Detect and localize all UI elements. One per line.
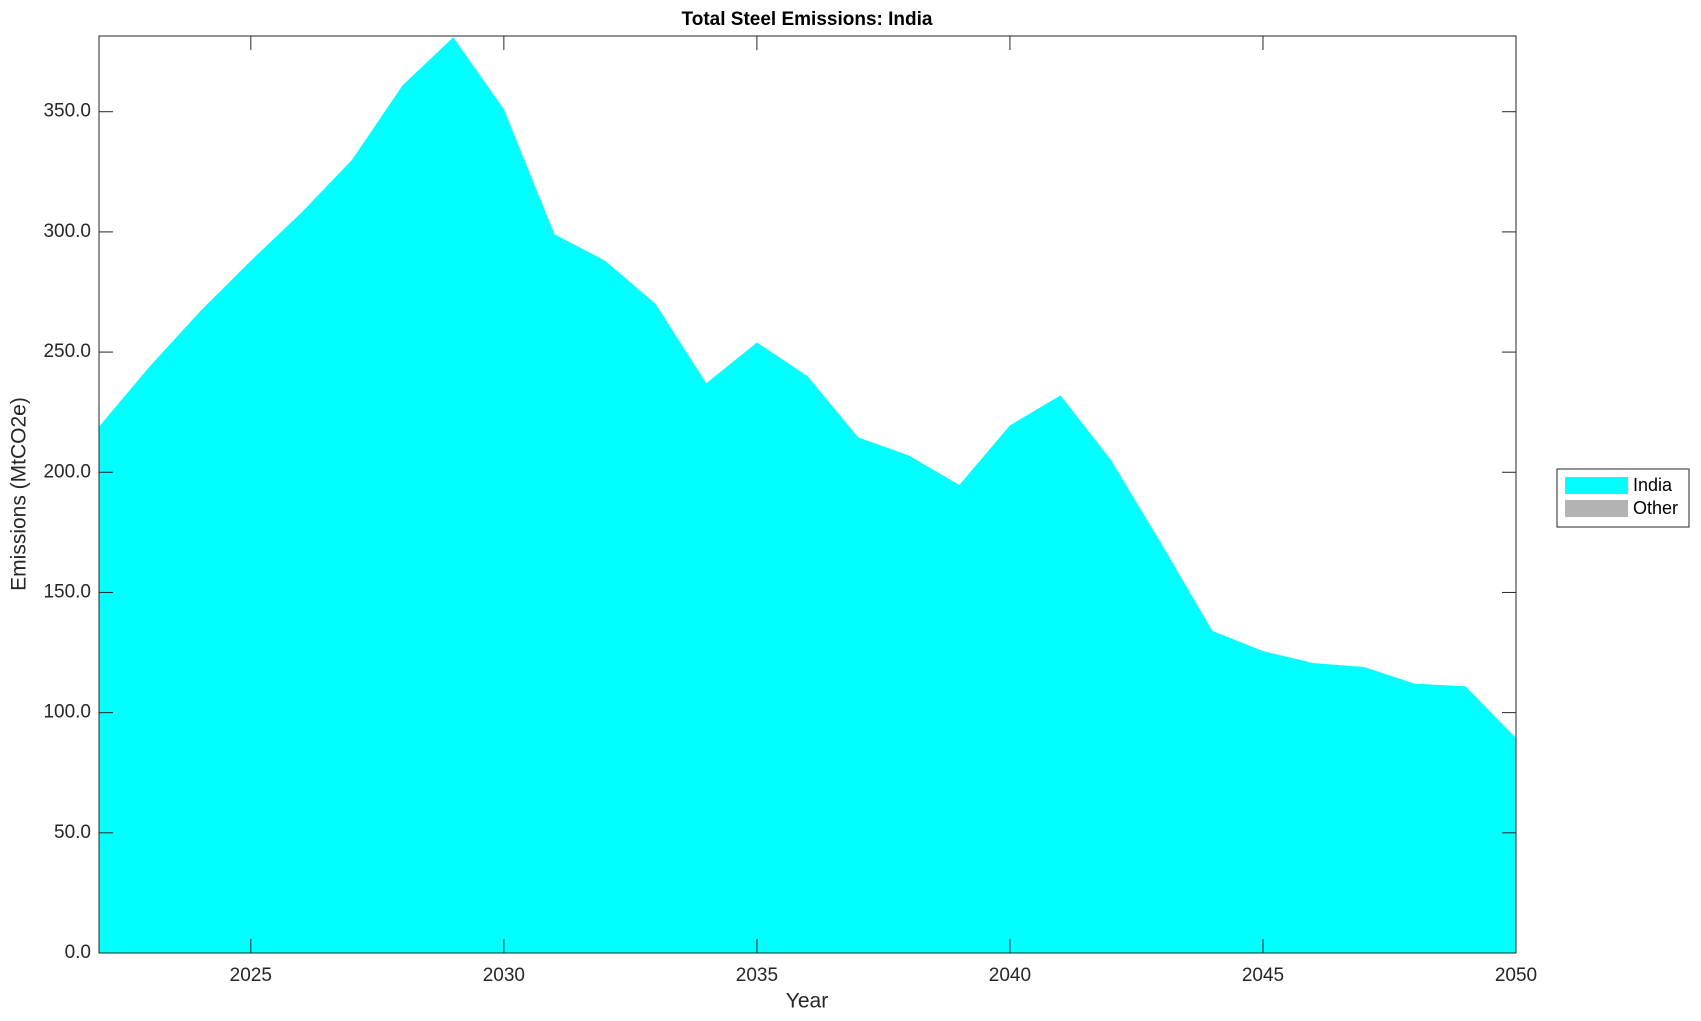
y-tick-label: 200.0	[43, 461, 91, 482]
legend-swatch	[1565, 477, 1628, 494]
y-tick-label: 50.0	[54, 822, 91, 843]
x-tick-label: 2050	[1495, 965, 1537, 986]
x-tick-label: 2030	[483, 965, 525, 986]
plot-frame	[98, 35, 1517, 954]
legend-swatch	[1565, 500, 1628, 517]
legend-label: Other	[1633, 498, 1678, 518]
area	[99, 37, 1516, 953]
y-tick-label: 350.0	[43, 101, 91, 122]
y-tick-label: 0.0	[65, 942, 91, 963]
y-tick-label: 150.0	[43, 581, 91, 602]
x-axis-label: Year	[786, 990, 828, 1013]
legend-label: India	[1633, 475, 1673, 495]
x-tick-label: 2025	[230, 965, 272, 986]
y-axis-label: Emissions (MtCO2e)	[8, 397, 31, 591]
x-tick-label: 2035	[736, 965, 778, 986]
y-tick-label: 300.0	[43, 221, 91, 242]
x-tick-label: 2045	[1242, 965, 1284, 986]
x-tick-label: 2040	[989, 965, 1031, 986]
y-tick-label: 100.0	[43, 702, 91, 723]
chart-title: Total Steel Emissions: India	[682, 9, 933, 30]
y-tick-label: 250.0	[43, 341, 91, 362]
